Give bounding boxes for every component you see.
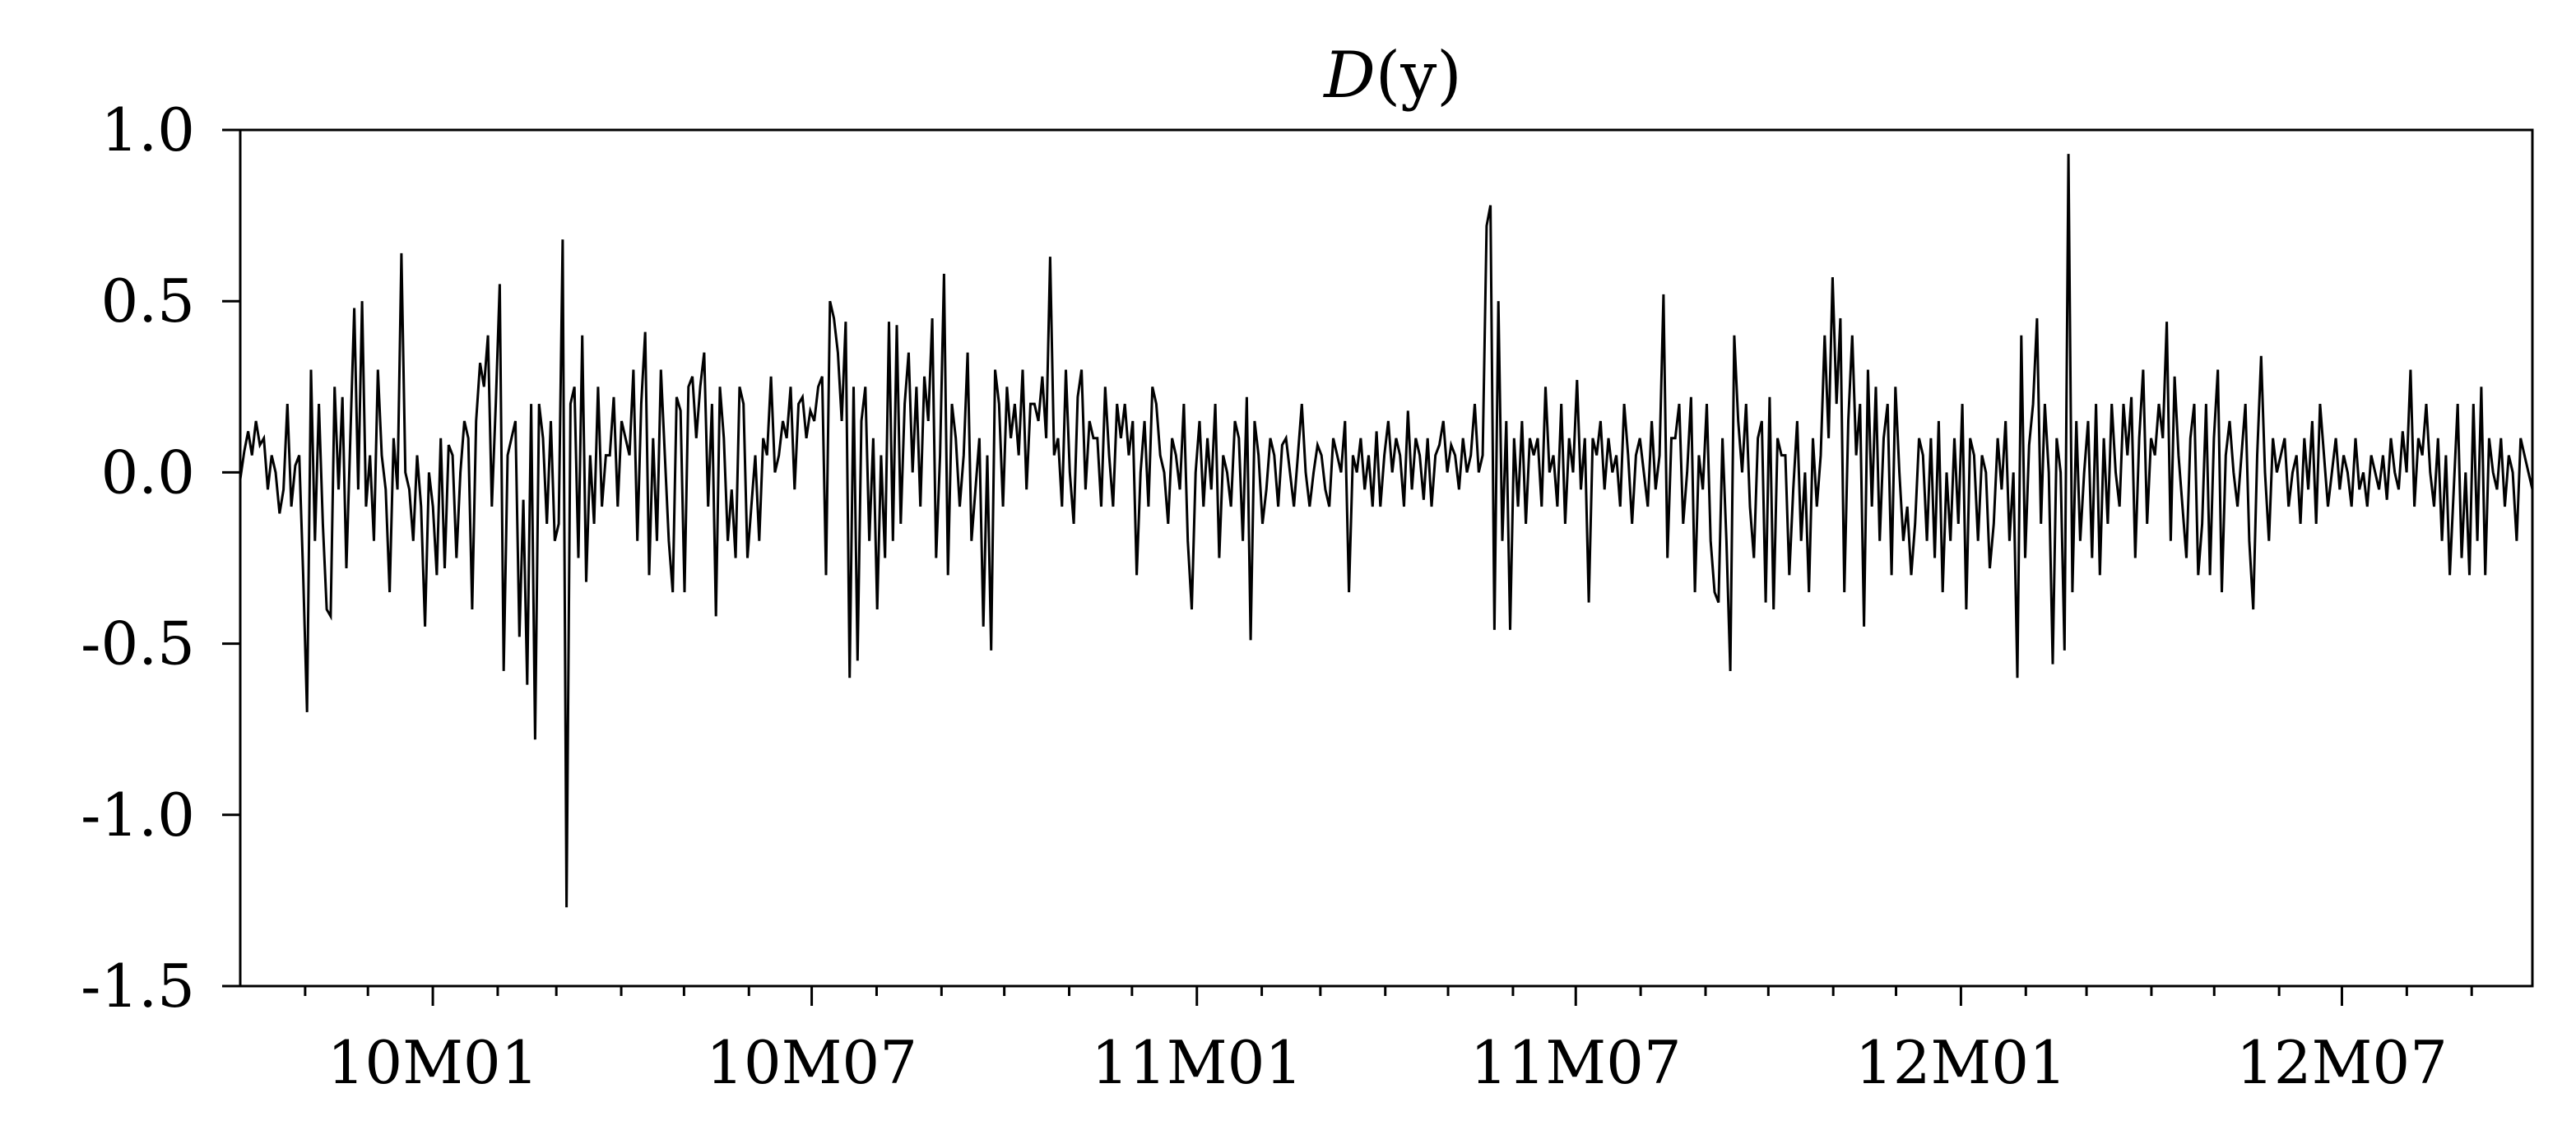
y-tick-label: -1.5 (81, 952, 195, 1021)
x-tick-label: 12M01 (1855, 1028, 2067, 1097)
chart-title-rest: (y) (1376, 39, 1462, 113)
x-axis: 10M01 10M07 11M01 11M07 12M01 12M07 (304, 986, 2473, 1097)
series-layer (239, 154, 2534, 908)
chart-title: D(y) (1322, 39, 1461, 113)
x-tick-label: 11M07 (1470, 1028, 1682, 1097)
series-line (239, 154, 2534, 908)
y-tick-label: -0.5 (81, 609, 195, 679)
y-axis: 1.0 0.5 0.0 -0.5 -1.0 -1.5 (81, 95, 240, 1021)
x-tick-label: 10M01 (327, 1028, 539, 1097)
y-tick-label: 0.5 (100, 266, 195, 336)
y-tick-label: 0.0 (100, 438, 195, 507)
x-tick-label: 10M07 (706, 1028, 917, 1097)
y-tick-label: -1.0 (81, 780, 195, 850)
plot-frame (239, 128, 2534, 988)
x-tick-label: 12M07 (2236, 1028, 2448, 1097)
x-tick-label: 11M01 (1091, 1028, 1302, 1097)
y-tick-label: 1.0 (100, 95, 195, 164)
chart-title-italic: D (1322, 39, 1376, 113)
